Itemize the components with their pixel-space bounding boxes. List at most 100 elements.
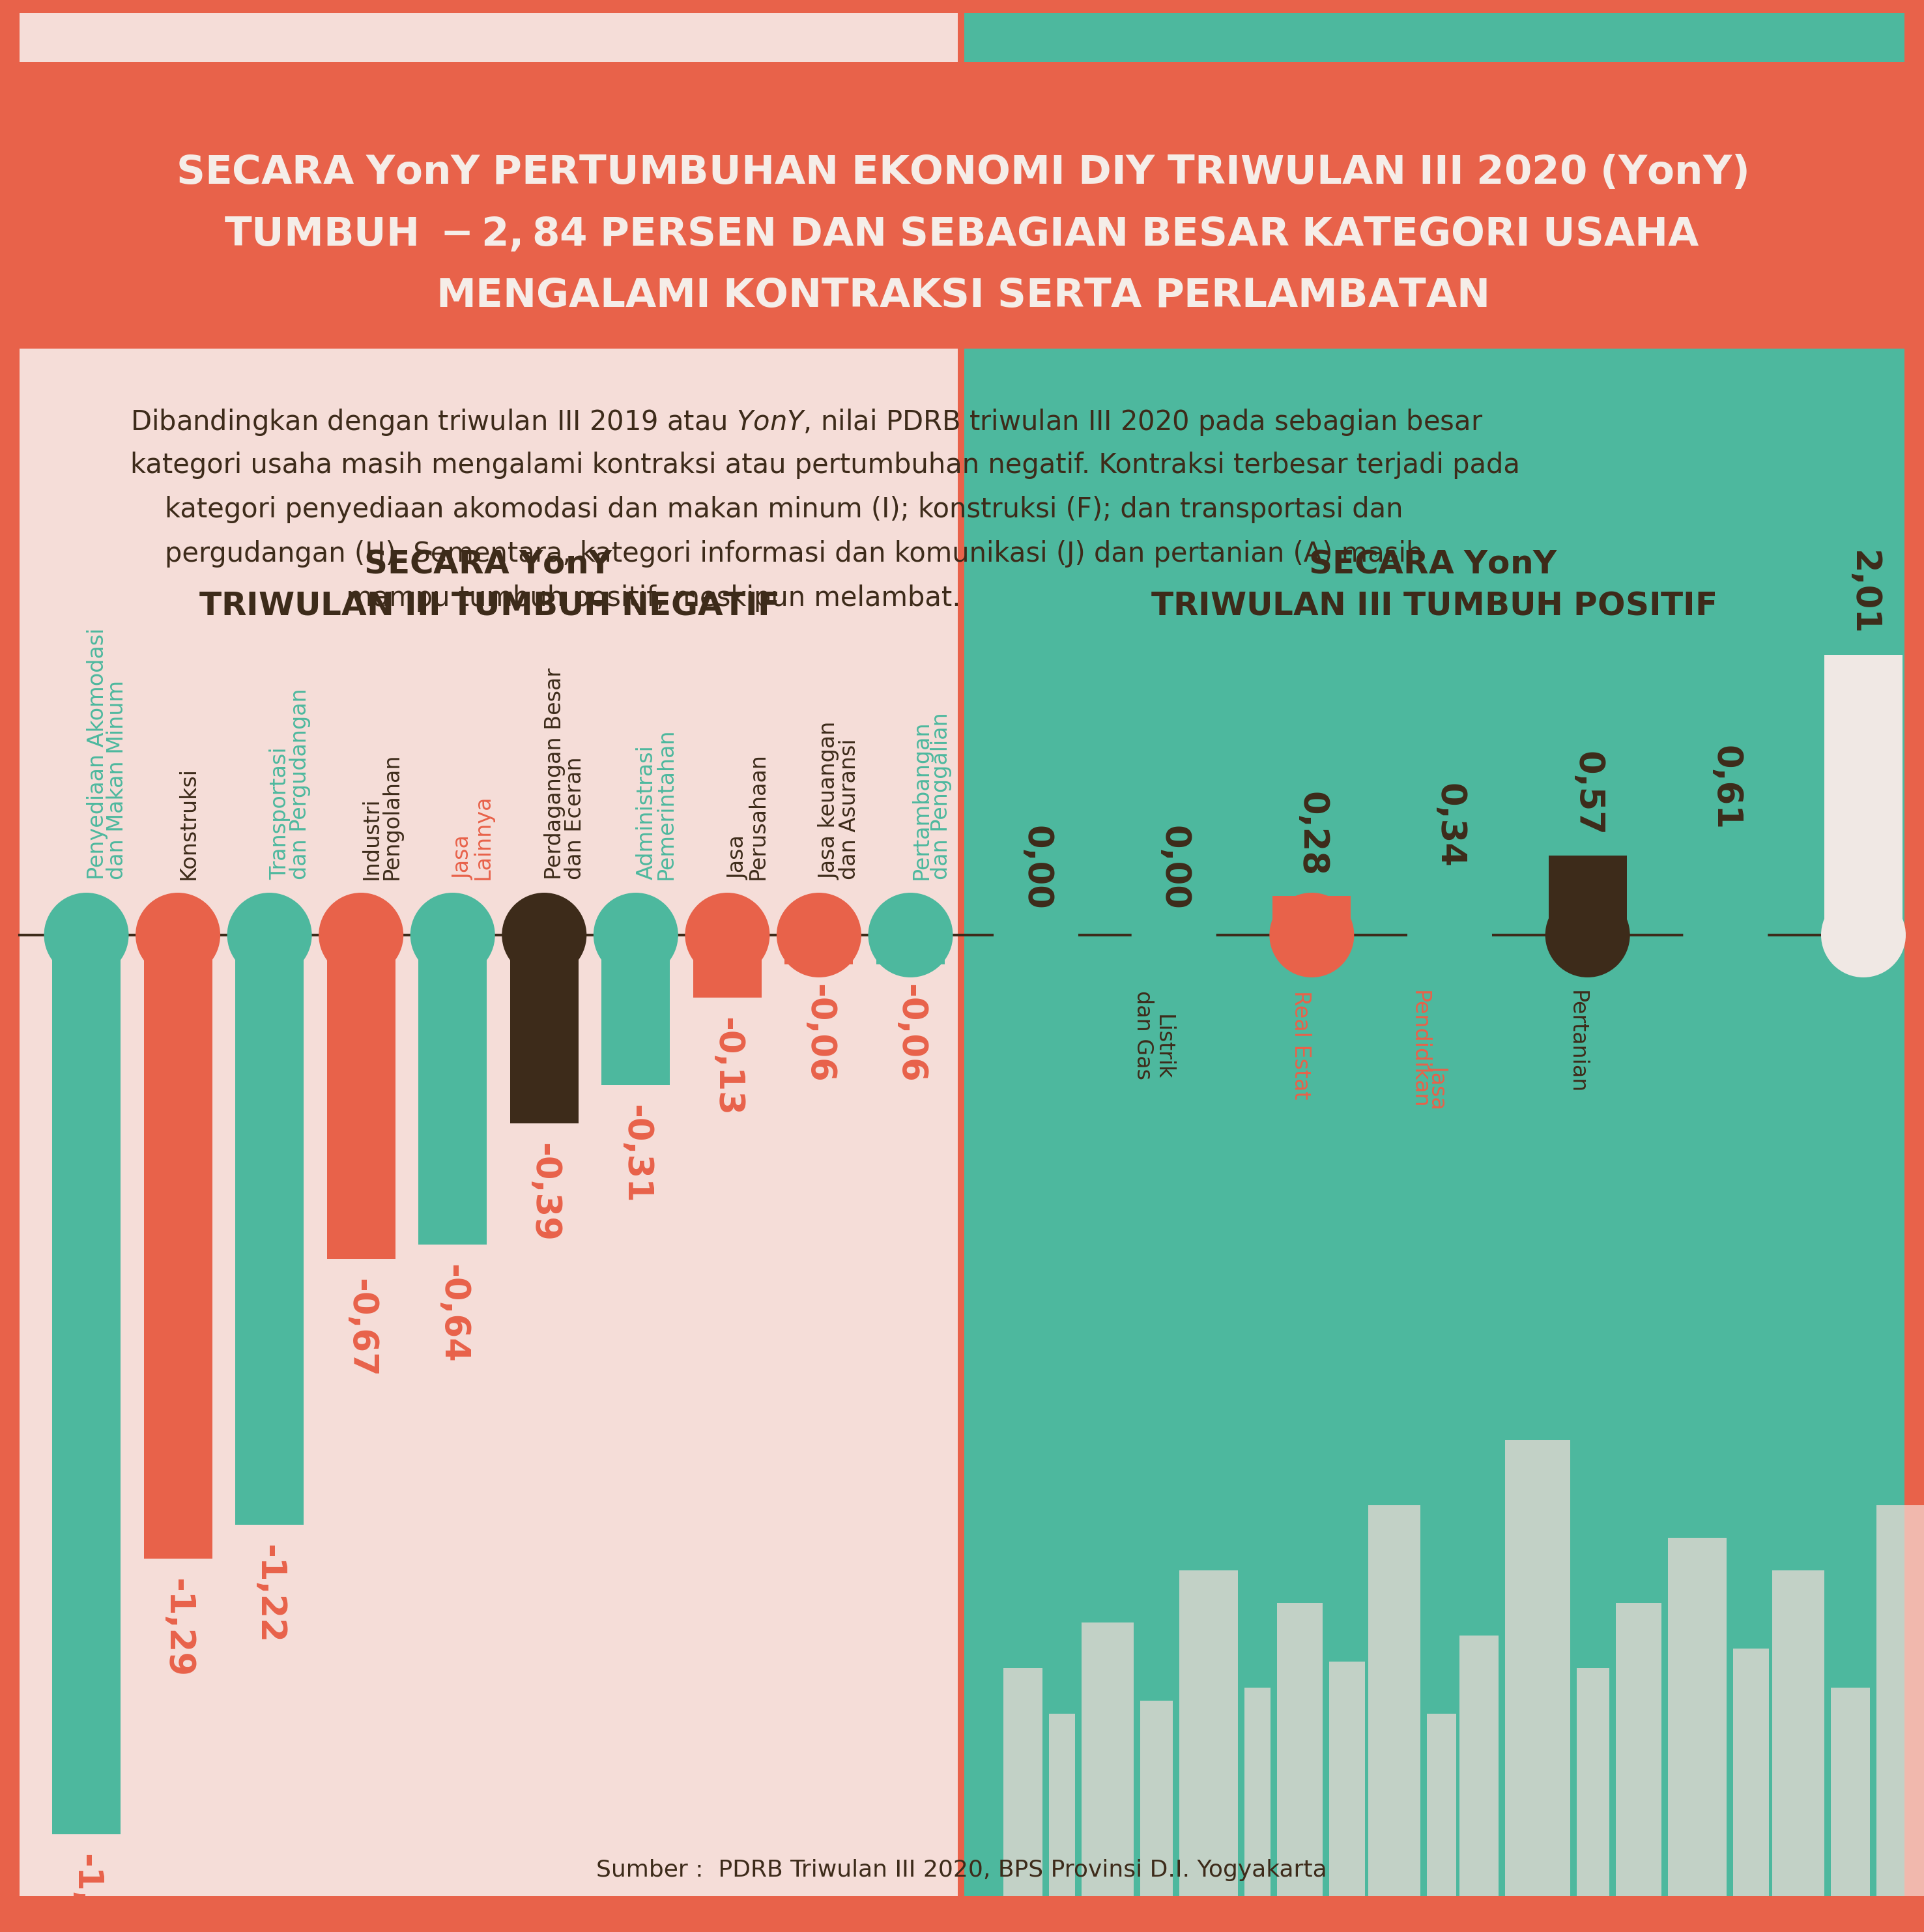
Bar bbox=[1832, 1689, 1870, 1895]
Text: 0,28: 0,28 bbox=[1295, 792, 1329, 877]
Bar bbox=[1004, 1667, 1043, 1895]
Circle shape bbox=[1131, 893, 1216, 978]
Text: mampu tumbuh positif, meskipun melambat.: mampu tumbuh positif, meskipun melambat. bbox=[131, 585, 960, 612]
Text: Perdagangan Besar
dan Eceran: Perdagangan Besar dan Eceran bbox=[544, 668, 585, 879]
Text: Jasa
Perusahaan: Jasa Perusahaan bbox=[727, 753, 770, 879]
Bar bbox=[1081, 1623, 1133, 1895]
Text: 0,61: 0,61 bbox=[1709, 746, 1743, 831]
Text: Industri
Pengolahan: Industri Pengolahan bbox=[362, 753, 402, 879]
Bar bbox=[1734, 1648, 1768, 1895]
Circle shape bbox=[1270, 893, 1354, 978]
Bar bbox=[693, 935, 762, 999]
Text: $\bf{TUMBUH\ -2,84\ PERSEN\ DAN\ SEBAGIAN\ BESAR\ KATEGORI\ USAHA}$: $\bf{TUMBUH\ -2,84\ PERSEN\ DAN\ SEBAGIA… bbox=[223, 214, 1699, 253]
Bar bbox=[19, 14, 958, 62]
Circle shape bbox=[227, 893, 312, 978]
Text: Jasa
Lainnya: Jasa Lainnya bbox=[452, 794, 494, 879]
Circle shape bbox=[502, 893, 587, 978]
Circle shape bbox=[1406, 893, 1491, 978]
Bar bbox=[52, 935, 121, 1833]
Bar bbox=[19, 348, 958, 1895]
Text: Real Estat: Real Estat bbox=[1291, 991, 1312, 1099]
Bar bbox=[1876, 1505, 1924, 1895]
Bar bbox=[418, 935, 487, 1244]
Text: Pertanian: Pertanian bbox=[1566, 991, 1587, 1094]
Text: Listrik
dan Gas: Listrik dan Gas bbox=[1133, 991, 1174, 1080]
Circle shape bbox=[593, 893, 677, 978]
Text: kategori penyediaan akomodasi dan makan minum (I); konstruksi (F); dan transport: kategori penyediaan akomodasi dan makan … bbox=[131, 497, 1403, 524]
Bar bbox=[1410, 887, 1489, 935]
Text: -0,06: -0,06 bbox=[802, 983, 835, 1082]
Text: Administrasi
Pemerintahan: Administrasi Pemerintahan bbox=[635, 728, 677, 879]
Bar bbox=[19, 68, 1905, 348]
Bar bbox=[1272, 896, 1351, 935]
Text: -0,31: -0,31 bbox=[620, 1105, 652, 1204]
Circle shape bbox=[319, 893, 404, 978]
Text: $\bf{SECARA}$ $\it{\bf{YonY}}$: $\bf{SECARA}$ $\it{\bf{YonY}}$ bbox=[1308, 549, 1558, 580]
Bar bbox=[1329, 1662, 1364, 1895]
Bar bbox=[964, 14, 1905, 62]
Bar bbox=[144, 935, 212, 1559]
Bar bbox=[1049, 1714, 1076, 1895]
Bar bbox=[875, 935, 945, 964]
Bar bbox=[1549, 856, 1626, 935]
Text: $\bf{SECARA}$ $\it{\bf{YonY}}$: $\bf{SECARA}$ $\it{\bf{YonY}}$ bbox=[364, 549, 614, 580]
Text: 2,01: 2,01 bbox=[1847, 551, 1880, 636]
Bar bbox=[1687, 850, 1764, 935]
Text: $\bf{TRIWULAN\ III\ TUMBUH\ POSITIF}$: $\bf{TRIWULAN\ III\ TUMBUH\ POSITIF}$ bbox=[1151, 591, 1716, 622]
Text: -0,13: -0,13 bbox=[710, 1018, 745, 1117]
Circle shape bbox=[1545, 893, 1630, 978]
Bar bbox=[1578, 1667, 1608, 1895]
Bar bbox=[510, 935, 579, 1124]
Bar bbox=[964, 348, 1905, 1895]
Bar bbox=[602, 935, 670, 1086]
Text: 0,00: 0,00 bbox=[1020, 825, 1052, 910]
Text: 0,57: 0,57 bbox=[1570, 752, 1605, 837]
Text: Konstruksi: Konstruksi bbox=[177, 767, 200, 879]
Bar bbox=[1460, 1636, 1499, 1895]
Text: -0,06: -0,06 bbox=[893, 983, 927, 1082]
Text: Pertambangan
dan Penggalian: Pertambangan dan Penggalian bbox=[910, 713, 952, 879]
Text: -1,29: -1,29 bbox=[162, 1578, 194, 1677]
Text: $\bf{MENGALAMI\ KONTRAKSI\ SERTA\ PERLAMBATAN}$: $\bf{MENGALAMI\ KONTRAKSI\ SERTA\ PERLAM… bbox=[437, 278, 1487, 315]
Text: Jasa
Pendidikan: Jasa Pendidikan bbox=[1408, 991, 1449, 1109]
Text: -1,86: -1,86 bbox=[69, 1855, 104, 1932]
Text: Transportasi
dan Pergudangan: Transportasi dan Pergudangan bbox=[269, 688, 312, 879]
Bar bbox=[785, 935, 852, 964]
Text: Sumber :  PDRB Triwulan III 2020, BPS Provinsi D.I. Yogyakarta: Sumber : PDRB Triwulan III 2020, BPS Pro… bbox=[596, 1859, 1328, 1882]
Bar bbox=[997, 929, 1076, 935]
Circle shape bbox=[135, 893, 219, 978]
Bar bbox=[1179, 1571, 1237, 1895]
Bar bbox=[1772, 1571, 1824, 1895]
Bar bbox=[1368, 1505, 1420, 1895]
Text: Jasa keuangan
dan Asuransi: Jasa keuangan dan Asuransi bbox=[820, 723, 860, 879]
Bar bbox=[1278, 1604, 1322, 1895]
Text: $\bf{TRIWULAN\ III\ TUMBUH\ NEGATIF}$: $\bf{TRIWULAN\ III\ TUMBUH\ NEGATIF}$ bbox=[198, 591, 779, 622]
Bar bbox=[1668, 1538, 1726, 1895]
Text: Pengadaan
Air: Pengadaan Air bbox=[995, 991, 1035, 1111]
Circle shape bbox=[410, 893, 494, 978]
Circle shape bbox=[685, 893, 770, 978]
Text: Penyediaan Akomodasi
dan Makan Minum: Penyediaan Akomodasi dan Makan Minum bbox=[87, 628, 127, 879]
Circle shape bbox=[777, 893, 862, 978]
Bar bbox=[1505, 1439, 1570, 1895]
Circle shape bbox=[1684, 893, 1768, 978]
Text: pergudangan (H). Sementara, kategori informasi dan komunikasi (J) dan pertanian : pergudangan (H). Sementara, kategori inf… bbox=[131, 541, 1424, 568]
Text: -0,64: -0,64 bbox=[435, 1264, 469, 1362]
Text: kategori usaha masih mengalami kontraksi atau pertumbuhan negatif. Kontraksi ter: kategori usaha masih mengalami kontraksi… bbox=[131, 452, 1520, 479]
Bar bbox=[235, 935, 304, 1524]
Text: Informasi
dan Komu...: Informasi dan Komu... bbox=[1684, 991, 1726, 1121]
Bar bbox=[1141, 1700, 1174, 1895]
Bar bbox=[1428, 1714, 1456, 1895]
Bar bbox=[1135, 929, 1212, 935]
Text: -1,22: -1,22 bbox=[252, 1544, 287, 1644]
Bar bbox=[1245, 1689, 1270, 1895]
Bar bbox=[327, 935, 394, 1260]
Circle shape bbox=[993, 893, 1077, 978]
Text: 0,34: 0,34 bbox=[1433, 782, 1466, 867]
Text: Dibandingkan dengan triwulan III 2019 atau $\it{YonY}$, nilai PDRB triwulan III : Dibandingkan dengan triwulan III 2019 at… bbox=[131, 408, 1483, 437]
Circle shape bbox=[44, 893, 129, 978]
Circle shape bbox=[868, 893, 952, 978]
Text: -0,39: -0,39 bbox=[527, 1144, 562, 1242]
Text: -0,67: -0,67 bbox=[344, 1279, 377, 1378]
Text: 0,00: 0,00 bbox=[1156, 825, 1191, 910]
